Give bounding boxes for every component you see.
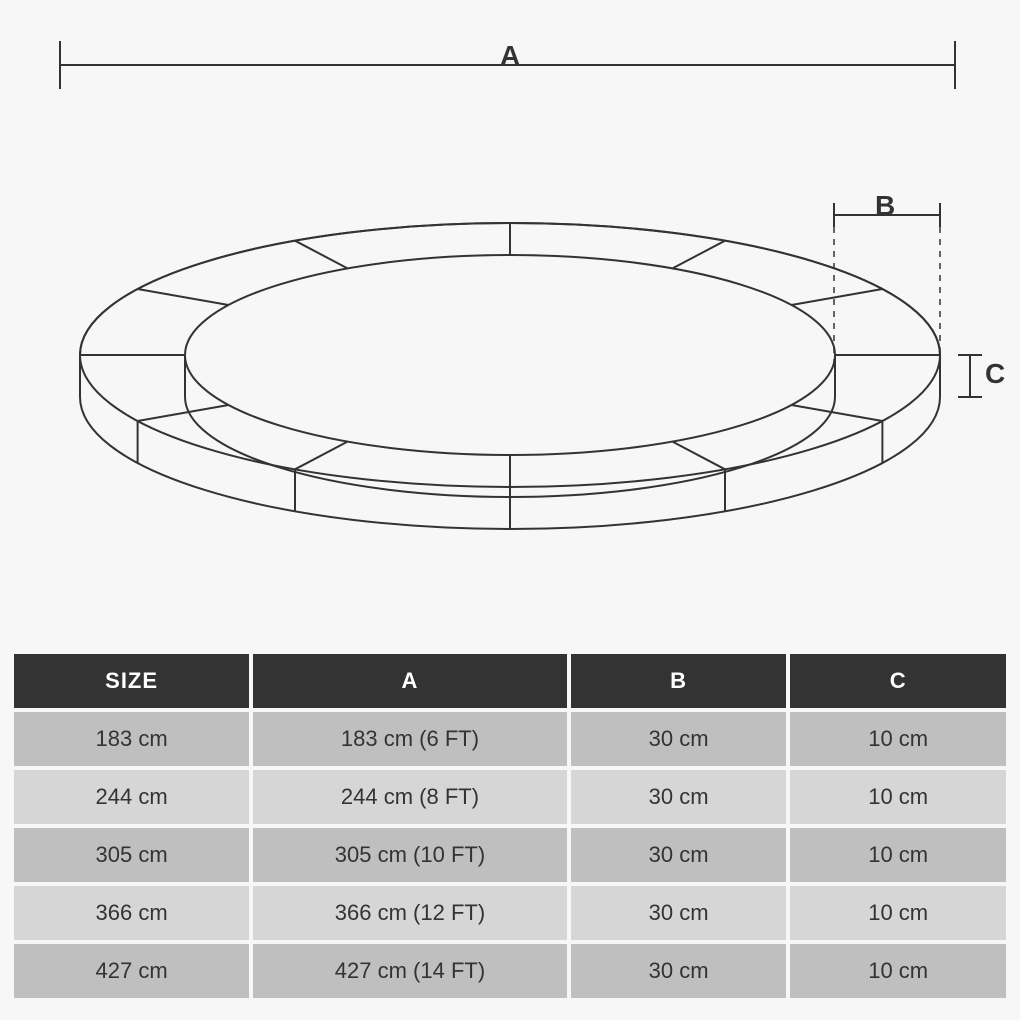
col-header-a: A bbox=[253, 654, 567, 708]
col-header-size: SIZE bbox=[14, 654, 249, 708]
cell: 30 cm bbox=[571, 770, 787, 824]
table-row: 244 cm 244 cm (8 FT) 30 cm 10 cm bbox=[14, 770, 1006, 824]
table-header-row: SIZE A B C bbox=[14, 654, 1006, 708]
cell: 30 cm bbox=[571, 944, 787, 998]
cell: 366 cm bbox=[14, 886, 249, 940]
trampoline-pad-illustration bbox=[0, 0, 1020, 680]
cell: 427 cm (14 FT) bbox=[253, 944, 567, 998]
size-table-container: SIZE A B C 183 cm 183 cm (6 FT) 30 cm 10… bbox=[10, 650, 1010, 1002]
cell: 244 cm bbox=[14, 770, 249, 824]
cell: 305 cm (10 FT) bbox=[253, 828, 567, 882]
col-header-b: B bbox=[571, 654, 787, 708]
cell: 10 cm bbox=[790, 770, 1006, 824]
cell: 366 cm (12 FT) bbox=[253, 886, 567, 940]
cell: 10 cm bbox=[790, 886, 1006, 940]
dimension-label-c: C bbox=[985, 358, 1005, 390]
table-row: 427 cm 427 cm (14 FT) 30 cm 10 cm bbox=[14, 944, 1006, 998]
cell: 30 cm bbox=[571, 828, 787, 882]
table-row: 366 cm 366 cm (12 FT) 30 cm 10 cm bbox=[14, 886, 1006, 940]
size-table: SIZE A B C 183 cm 183 cm (6 FT) 30 cm 10… bbox=[10, 650, 1010, 1002]
dimension-diagram: A B C bbox=[0, 0, 1020, 680]
dimension-label-b: B bbox=[875, 190, 895, 222]
dimension-label-a: A bbox=[500, 40, 520, 72]
cell: 10 cm bbox=[790, 712, 1006, 766]
cell: 183 cm bbox=[14, 712, 249, 766]
cell: 305 cm bbox=[14, 828, 249, 882]
cell: 10 cm bbox=[790, 944, 1006, 998]
cell: 244 cm (8 FT) bbox=[253, 770, 567, 824]
cell: 30 cm bbox=[571, 712, 787, 766]
cell: 427 cm bbox=[14, 944, 249, 998]
table-row: 183 cm 183 cm (6 FT) 30 cm 10 cm bbox=[14, 712, 1006, 766]
col-header-c: C bbox=[790, 654, 1006, 708]
table-row: 305 cm 305 cm (10 FT) 30 cm 10 cm bbox=[14, 828, 1006, 882]
cell: 30 cm bbox=[571, 886, 787, 940]
cell: 10 cm bbox=[790, 828, 1006, 882]
cell: 183 cm (6 FT) bbox=[253, 712, 567, 766]
